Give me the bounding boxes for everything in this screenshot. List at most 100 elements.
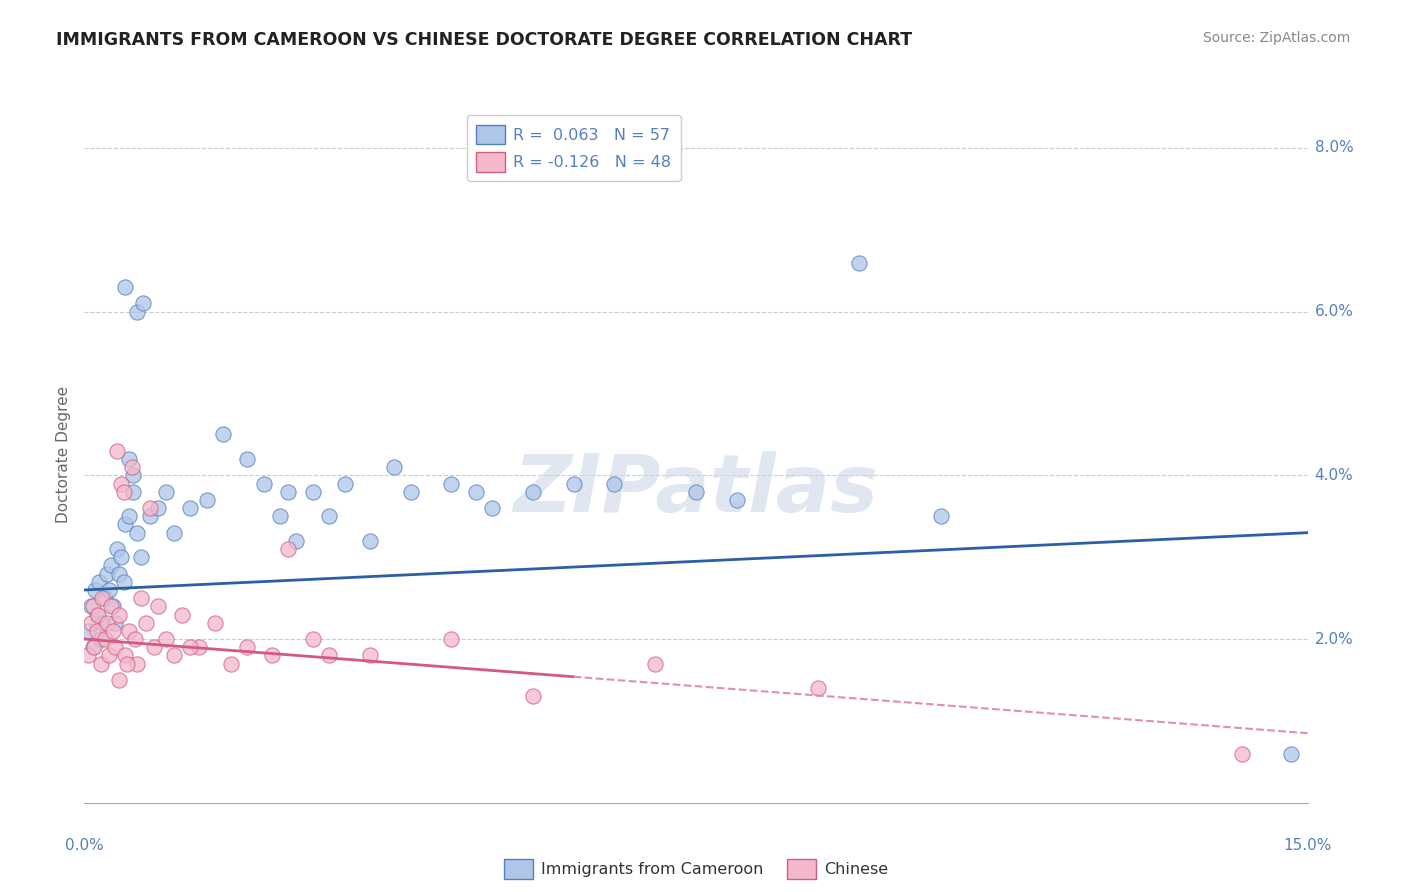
Text: 2.0%: 2.0% bbox=[1315, 632, 1354, 647]
Point bbox=[118, 452, 141, 467]
Point bbox=[807, 681, 830, 696]
Text: 6.0%: 6.0% bbox=[1315, 304, 1354, 319]
Point bbox=[86, 624, 108, 638]
Point bbox=[179, 501, 201, 516]
Point bbox=[172, 607, 194, 622]
Point bbox=[155, 484, 177, 499]
Text: 8.0%: 8.0% bbox=[1315, 140, 1354, 155]
Point bbox=[93, 632, 115, 646]
Point bbox=[107, 673, 129, 687]
Point bbox=[87, 607, 110, 622]
Point bbox=[179, 640, 201, 655]
Point bbox=[114, 517, 136, 532]
Point bbox=[108, 607, 131, 622]
Point bbox=[96, 566, 118, 581]
Point bbox=[301, 632, 323, 646]
Point bbox=[101, 599, 124, 614]
Point bbox=[82, 640, 104, 655]
Point bbox=[146, 501, 169, 516]
Point bbox=[277, 542, 299, 557]
Text: Source: ZipAtlas.com: Source: ZipAtlas.com bbox=[1202, 31, 1350, 45]
Point bbox=[260, 648, 283, 663]
Point bbox=[97, 582, 120, 597]
Text: 4.0%: 4.0% bbox=[1315, 468, 1354, 483]
Point bbox=[277, 484, 299, 499]
Point bbox=[114, 648, 136, 663]
Point bbox=[253, 476, 276, 491]
Point bbox=[91, 591, 114, 606]
Point bbox=[359, 533, 381, 548]
Point bbox=[522, 690, 544, 704]
Point bbox=[90, 657, 112, 671]
Point bbox=[464, 484, 486, 499]
Point bbox=[107, 566, 129, 581]
Point bbox=[127, 304, 149, 318]
Point bbox=[335, 476, 357, 491]
Point bbox=[138, 509, 160, 524]
Point bbox=[142, 640, 165, 655]
Point bbox=[135, 615, 157, 630]
Point bbox=[848, 255, 870, 269]
Point bbox=[104, 640, 127, 655]
Point bbox=[77, 648, 100, 663]
Point bbox=[87, 574, 110, 589]
Point bbox=[97, 648, 120, 663]
Point bbox=[82, 599, 104, 614]
Point bbox=[80, 599, 103, 614]
Point bbox=[112, 574, 135, 589]
Point bbox=[481, 501, 503, 516]
Point bbox=[163, 525, 186, 540]
Point bbox=[522, 484, 544, 499]
Point bbox=[236, 452, 259, 467]
Point bbox=[685, 484, 707, 499]
Point bbox=[1232, 747, 1254, 761]
Point bbox=[929, 509, 952, 524]
Point bbox=[118, 509, 141, 524]
Point bbox=[105, 443, 128, 458]
Point bbox=[115, 657, 138, 671]
Point bbox=[440, 632, 463, 646]
Point bbox=[122, 468, 145, 483]
Point bbox=[104, 615, 127, 630]
Point bbox=[132, 296, 155, 310]
Y-axis label: Doctorate Degree: Doctorate Degree bbox=[56, 386, 72, 524]
Point bbox=[96, 615, 118, 630]
Point bbox=[644, 657, 666, 671]
Point bbox=[301, 484, 323, 499]
Point bbox=[86, 607, 108, 622]
Point bbox=[83, 640, 105, 655]
Point bbox=[382, 460, 405, 475]
Point bbox=[124, 632, 146, 646]
Point bbox=[269, 509, 291, 524]
Point bbox=[1279, 747, 1302, 761]
Point bbox=[84, 582, 107, 597]
Point bbox=[91, 615, 114, 630]
Point bbox=[112, 484, 135, 499]
Point bbox=[80, 615, 103, 630]
Point bbox=[110, 476, 132, 491]
Point bbox=[187, 640, 209, 655]
Point bbox=[100, 599, 122, 614]
Point bbox=[204, 615, 226, 630]
Point bbox=[121, 460, 143, 475]
Point bbox=[93, 591, 115, 606]
Point bbox=[725, 492, 748, 507]
Point bbox=[118, 624, 141, 638]
Point bbox=[195, 492, 218, 507]
Point bbox=[562, 476, 585, 491]
Point bbox=[131, 591, 153, 606]
Point bbox=[285, 533, 308, 548]
Point bbox=[359, 648, 381, 663]
Point bbox=[603, 476, 626, 491]
Point bbox=[100, 558, 122, 573]
Point bbox=[318, 509, 340, 524]
Point bbox=[146, 599, 169, 614]
Point bbox=[131, 550, 153, 565]
Point bbox=[155, 632, 177, 646]
Point bbox=[127, 525, 149, 540]
Point bbox=[127, 657, 149, 671]
Point bbox=[399, 484, 422, 499]
Legend: Immigrants from Cameroon, Chinese: Immigrants from Cameroon, Chinese bbox=[498, 853, 894, 885]
Point bbox=[163, 648, 186, 663]
Point bbox=[105, 542, 128, 557]
